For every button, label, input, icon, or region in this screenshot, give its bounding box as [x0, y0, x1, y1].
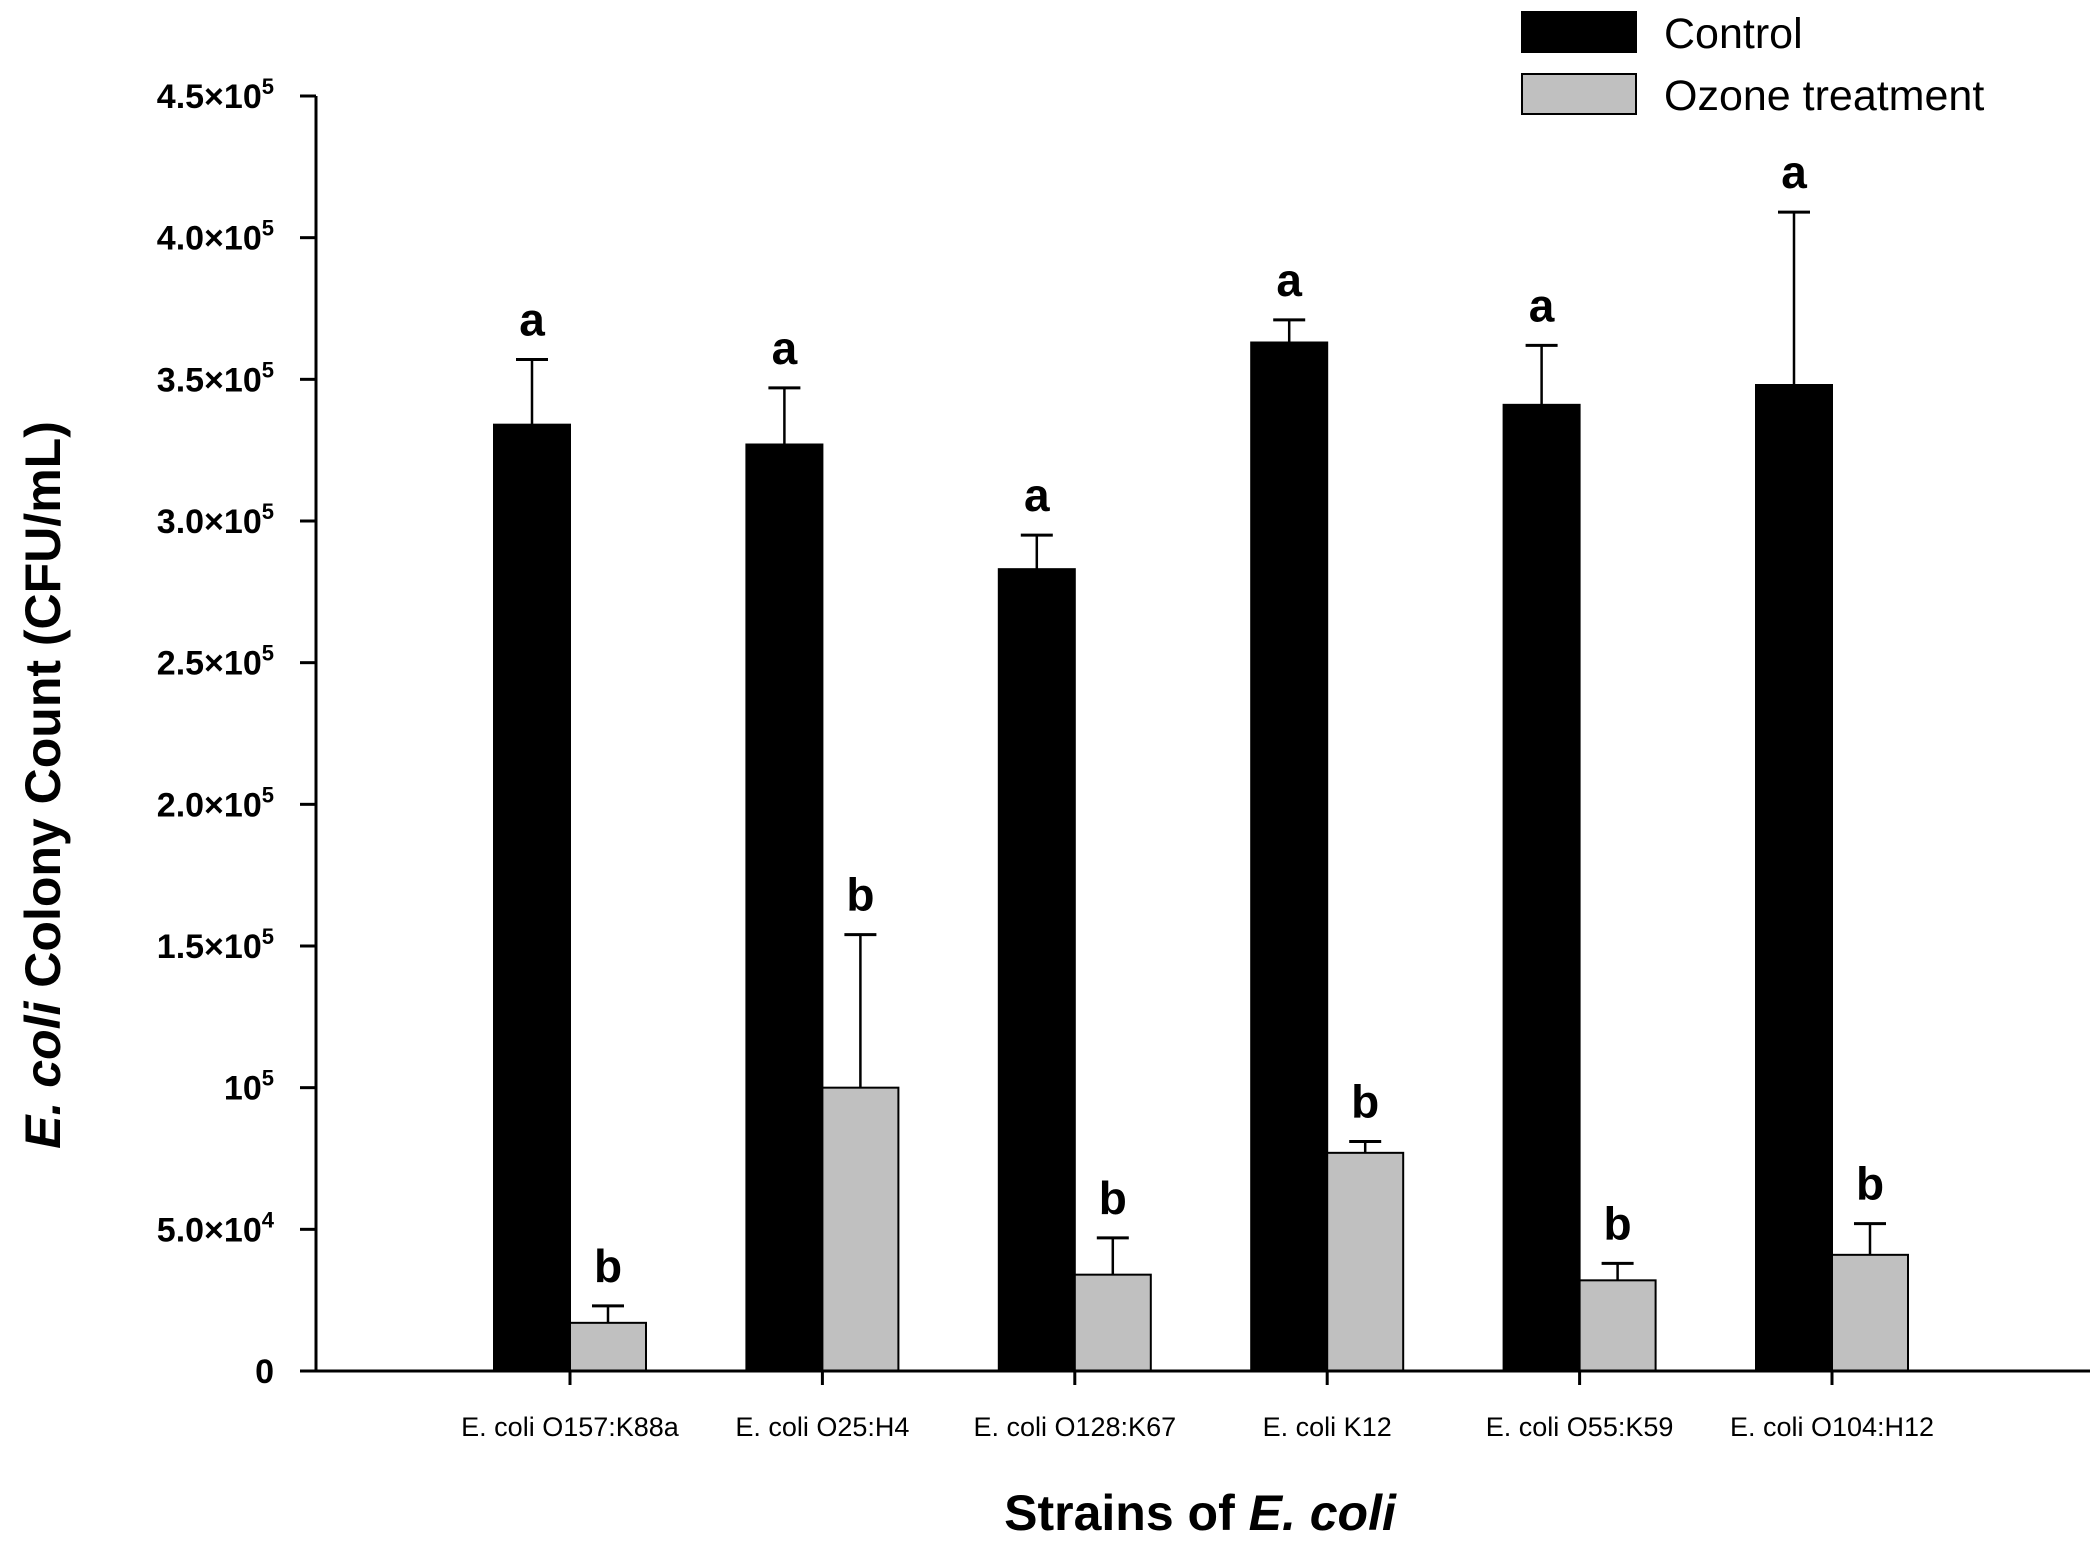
legend-label-ozone: Ozone treatment	[1664, 72, 1984, 120]
x-tick-label: E. coli O55:K59	[1486, 1412, 1674, 1442]
bar-ozone	[1073, 1273, 1152, 1372]
significance-label-ozone: b	[1604, 1197, 1632, 1249]
legend: Control Ozone treatment	[1521, 10, 1984, 120]
y-axis-title: E. coli Colony Count (CFU/mL)	[15, 421, 71, 1149]
significance-label-control: a	[519, 294, 545, 346]
bar-control	[745, 443, 824, 1372]
y-tick-label: 3.5×105	[157, 357, 274, 399]
bar-ozone	[1326, 1151, 1405, 1373]
y-tick-label: 105	[224, 1066, 274, 1108]
bar-control	[1250, 341, 1329, 1372]
x-axis-ticks: E. coli O157:K88a E. coli O25:H4 E. coli O…	[461, 1371, 1934, 1442]
significance-label-ozone: b	[1856, 1158, 1884, 1210]
bar-ozone	[569, 1321, 647, 1373]
y-tick-label: 4.0×105	[157, 216, 274, 258]
y-tick-label: 1.5×105	[157, 924, 274, 966]
bar-ozone	[1831, 1253, 1909, 1373]
significance-label-ozone: b	[594, 1240, 622, 1292]
bar-ozone	[821, 1086, 900, 1372]
legend-swatch-ozone	[1521, 73, 1637, 115]
bars	[493, 341, 1909, 1373]
y-tick-label: 4.5×105	[157, 74, 274, 116]
bar-control	[1755, 384, 1833, 1372]
y-tick-label: 3.0×105	[157, 499, 274, 541]
y-tick-label: 5.0×104	[157, 1207, 275, 1249]
y-tick-label: 2.5×105	[157, 641, 274, 683]
x-tick-label: E. coli O128:K67	[973, 1412, 1176, 1442]
y-axis-ticks: 0 5.0×104 105 1.5×105 2.0×105 2.5×105 3.0×105 3…	[157, 74, 316, 1391]
significance-label-control: a	[1781, 146, 1807, 198]
significance-label-ozone: b	[846, 869, 874, 921]
significance-label-ozone: b	[1099, 1172, 1127, 1224]
significance-label-control: a	[1276, 254, 1302, 306]
significance-labels: a b a b a b a b a b a b	[519, 146, 1884, 1292]
y-tick-label: 2.0×105	[157, 782, 274, 824]
bar-control	[997, 568, 1076, 1372]
legend-swatch-control	[1521, 11, 1637, 53]
x-tick-label: E. coli O25:H4	[735, 1412, 909, 1442]
bar-control	[493, 423, 571, 1372]
significance-label-control: a	[772, 322, 798, 374]
x-tick-label: E. coli O104:H12	[1730, 1412, 1934, 1442]
x-tick-label: E. coli O157:K88a	[461, 1412, 680, 1442]
bar-ozone	[1578, 1279, 1657, 1373]
x-axis-title: Strains of E. coli	[1004, 1485, 1397, 1541]
x-tick-label: E. coli K12	[1263, 1412, 1392, 1442]
bar-control	[1502, 403, 1581, 1373]
y-tick-label: 0	[255, 1353, 274, 1391]
significance-label-ozone: b	[1351, 1076, 1379, 1128]
significance-label-control: a	[1024, 469, 1050, 521]
error-bars	[516, 210, 1886, 1323]
legend-label-control: Control	[1664, 10, 1803, 58]
significance-label-control: a	[1529, 279, 1555, 331]
